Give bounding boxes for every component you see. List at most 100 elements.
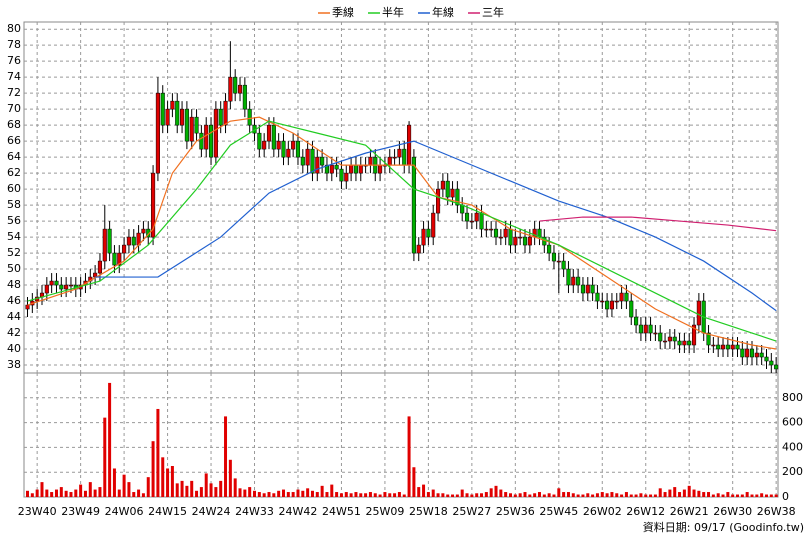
volume-bar	[774, 494, 778, 497]
volume-bar	[760, 493, 764, 497]
candle-body	[291, 140, 296, 150]
candle-body	[339, 168, 344, 182]
candle-body	[426, 228, 431, 238]
x-tick-label: 25W18	[409, 505, 448, 518]
candle-body	[421, 228, 426, 246]
candle-body	[566, 268, 571, 286]
volume-bar	[465, 493, 469, 497]
candle-body	[672, 336, 677, 342]
volume-bar	[484, 492, 488, 497]
volume-bar	[460, 489, 464, 497]
y-tick-label: 72	[7, 86, 21, 99]
candle-body	[262, 140, 267, 150]
candle-body	[117, 252, 122, 266]
volume-bar	[678, 492, 682, 497]
candle-body	[59, 284, 64, 290]
candle-body	[658, 332, 663, 342]
volume-bar	[219, 480, 223, 497]
volume-bar	[30, 493, 34, 497]
volume-bar	[736, 494, 740, 497]
volume-bar	[649, 494, 653, 497]
volume-bar	[127, 482, 131, 497]
legend-label: 年線	[432, 5, 454, 19]
candle-body	[460, 204, 465, 214]
candle-body	[556, 260, 561, 263]
x-tick-label: 24W06	[105, 505, 144, 518]
volume-bar	[480, 493, 484, 497]
volume-panel	[23, 372, 779, 498]
candle-body	[64, 284, 69, 290]
y-tick-label: 74	[7, 70, 21, 83]
candle-body	[436, 188, 441, 214]
candle-body	[286, 148, 291, 158]
candle-body	[580, 284, 586, 294]
candle-body	[165, 108, 170, 126]
volume-bar	[330, 484, 334, 497]
volume-bar	[422, 484, 426, 497]
candle-body	[634, 316, 639, 326]
volume-bar	[339, 493, 343, 497]
volume-bar	[658, 488, 662, 497]
volume-bar	[542, 494, 546, 497]
volume-bar	[204, 473, 208, 497]
candle-body	[740, 348, 745, 358]
volume-bar	[600, 492, 604, 497]
candle-body	[295, 140, 301, 158]
y-tick-label: 64	[7, 150, 21, 163]
volume-bar	[364, 493, 368, 497]
candle-body	[561, 260, 566, 270]
volume-bar	[180, 480, 184, 497]
volume-bar	[238, 488, 242, 497]
volume-bar	[378, 494, 382, 497]
volume-bar	[253, 490, 257, 497]
y-tick-label: 76	[7, 54, 21, 67]
volume-bar	[697, 490, 701, 497]
x-tick-label: 24W42	[279, 505, 318, 518]
volume-bar	[54, 489, 58, 497]
ma-line	[95, 140, 777, 312]
volume-bar	[93, 489, 97, 497]
candle-body	[194, 116, 199, 134]
x-tick-label: 24W24	[192, 505, 231, 518]
volume-bar	[721, 494, 725, 497]
volume-bar	[581, 494, 585, 497]
candle-body	[609, 300, 614, 310]
y-tick-label: 800	[782, 391, 803, 404]
candle-body	[416, 244, 421, 254]
candle-body	[344, 172, 349, 182]
volume-bar	[764, 494, 768, 497]
candle-body	[667, 336, 672, 342]
ma-line	[27, 120, 777, 342]
candle-body	[271, 124, 276, 150]
candle-body	[324, 164, 330, 174]
candle-body	[353, 164, 358, 174]
volume-bar	[668, 489, 672, 497]
candle-body	[754, 352, 759, 358]
volume-bar	[397, 492, 401, 497]
volume-bar	[117, 489, 121, 497]
legend-label: 三年	[482, 5, 504, 19]
candle-body	[469, 220, 474, 223]
volume-bar	[499, 489, 503, 497]
volume-bar	[653, 494, 657, 497]
y-tick-label: 38	[7, 358, 21, 371]
candle-body	[44, 284, 49, 294]
candle-body	[537, 228, 542, 238]
candle-body	[358, 164, 363, 174]
candle-body	[310, 148, 315, 174]
y-tick-label: 70	[7, 102, 21, 115]
candle-body	[643, 324, 648, 334]
volume-bar	[122, 474, 126, 497]
volume-bar	[277, 490, 281, 497]
volume-bar	[296, 489, 300, 497]
x-tick-label: 26W02	[583, 505, 622, 518]
candle-body	[170, 100, 175, 110]
volume-bar	[354, 492, 358, 497]
volume-bar	[489, 488, 493, 497]
candle-body	[498, 236, 503, 239]
candle-body	[204, 124, 209, 150]
volume-bar	[576, 494, 580, 497]
y-tick-label: 40	[7, 342, 21, 355]
candle-body	[175, 100, 180, 126]
